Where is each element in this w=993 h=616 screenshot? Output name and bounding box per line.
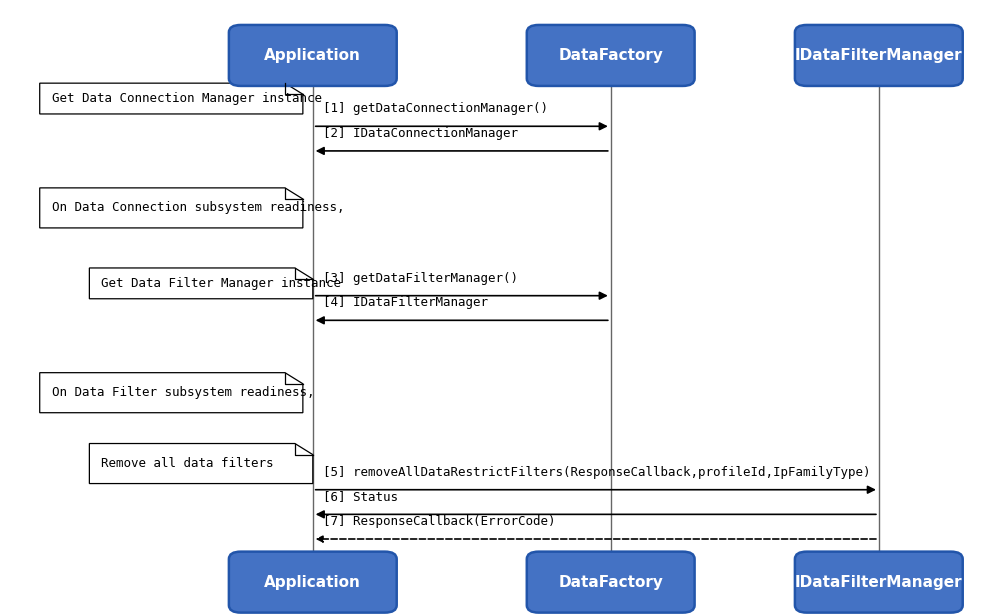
- FancyBboxPatch shape: [794, 25, 963, 86]
- Text: DataFactory: DataFactory: [558, 48, 663, 63]
- Text: Get Data Filter Manager instance: Get Data Filter Manager instance: [101, 277, 342, 290]
- Polygon shape: [89, 444, 313, 484]
- Polygon shape: [89, 268, 313, 299]
- Text: [1] getDataConnectionManager(): [1] getDataConnectionManager(): [323, 102, 548, 115]
- Text: On Data Connection subsystem readiness,: On Data Connection subsystem readiness,: [52, 201, 345, 214]
- Text: IDataFilterManager: IDataFilterManager: [795, 575, 962, 590]
- Text: [3] getDataFilterManager(): [3] getDataFilterManager(): [323, 272, 517, 285]
- FancyBboxPatch shape: [526, 25, 695, 86]
- Text: Application: Application: [264, 575, 361, 590]
- FancyBboxPatch shape: [526, 552, 695, 612]
- Text: Remove all data filters: Remove all data filters: [101, 457, 274, 470]
- FancyBboxPatch shape: [228, 25, 396, 86]
- Text: [2] IDataConnectionManager: [2] IDataConnectionManager: [323, 127, 517, 140]
- Text: On Data Filter subsystem readiness,: On Data Filter subsystem readiness,: [52, 386, 314, 399]
- Polygon shape: [40, 188, 303, 228]
- FancyBboxPatch shape: [228, 552, 396, 612]
- Text: [4] IDataFilterManager: [4] IDataFilterManager: [323, 296, 488, 309]
- Text: [5] removeAllDataRestrictFilters(ResponseCallback,profileId,IpFamilyType): [5] removeAllDataRestrictFilters(Respons…: [323, 466, 870, 479]
- FancyBboxPatch shape: [794, 552, 963, 612]
- Text: Get Data Connection Manager instance: Get Data Connection Manager instance: [52, 92, 322, 105]
- Text: IDataFilterManager: IDataFilterManager: [795, 48, 962, 63]
- Polygon shape: [40, 373, 303, 413]
- Text: Application: Application: [264, 48, 361, 63]
- Text: DataFactory: DataFactory: [558, 575, 663, 590]
- Text: [6] Status: [6] Status: [323, 490, 398, 503]
- Text: [7] ResponseCallback(ErrorCode): [7] ResponseCallback(ErrorCode): [323, 515, 555, 528]
- Polygon shape: [40, 83, 303, 114]
